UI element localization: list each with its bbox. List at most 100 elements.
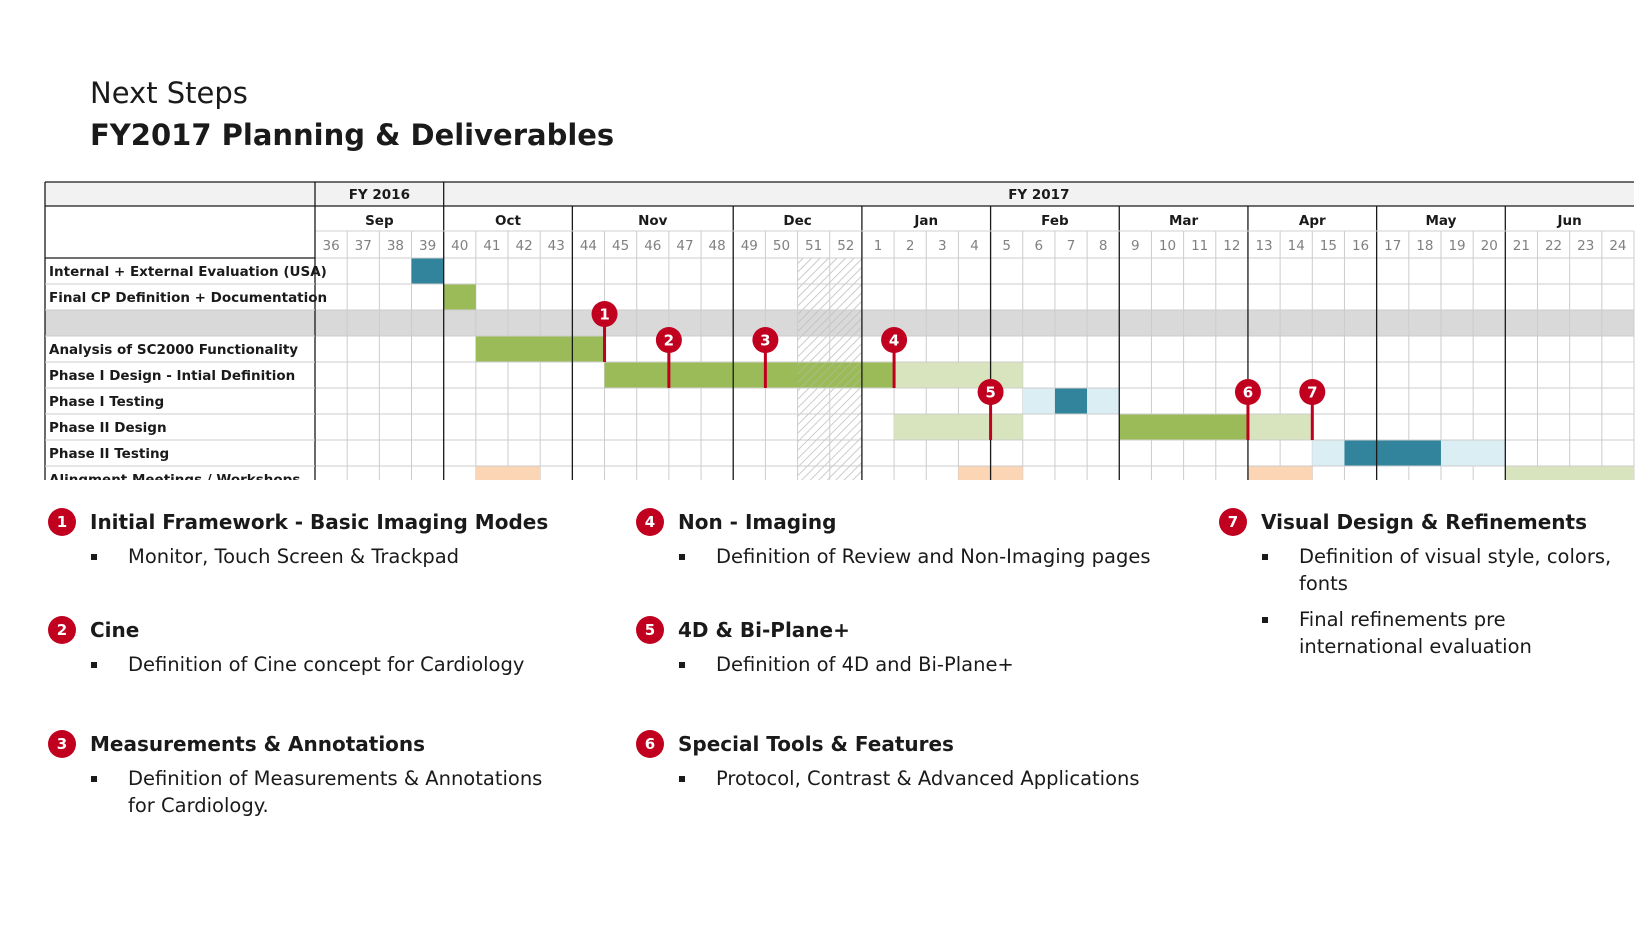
task-bar bbox=[894, 414, 1023, 440]
milestone-marker bbox=[591, 301, 618, 327]
legend-badge: 4 bbox=[636, 508, 664, 536]
legend-item-6: 6 Special Tools & Features Protocol, Contr… bbox=[636, 729, 1156, 807]
milestone-marker bbox=[1234, 379, 1261, 405]
legend-column-1: 1 Initial Framework - Basic Imaging Modes… bbox=[48, 507, 568, 828]
week-number: 43 bbox=[548, 238, 565, 254]
legend-bullets: Definition of Measurements & Annotations… bbox=[48, 765, 568, 819]
bullet-square-icon bbox=[679, 554, 685, 560]
row-label: Alingment Meetings / Workshops bbox=[49, 472, 300, 480]
legend-item-5: 5 4D & Bi-Plane+ Definition of 4D and Bi-P… bbox=[636, 615, 1156, 693]
week-number: 15 bbox=[1320, 238, 1337, 254]
legend-badge: 7 bbox=[1219, 508, 1247, 536]
legend-heading: 2 Cine bbox=[48, 615, 568, 645]
legend-bullets: Definition of visual style, colors, font… bbox=[1219, 543, 1619, 660]
month-label: Sep bbox=[365, 213, 394, 229]
legend-item-7: 7 Visual Design & Refinements Definition o… bbox=[1219, 507, 1619, 660]
row-label: Internal + External Evaluation (USA) bbox=[49, 264, 327, 280]
month-label: Nov bbox=[638, 213, 668, 229]
legend-title: Initial Framework - Basic Imaging Modes bbox=[90, 510, 549, 534]
task-bar bbox=[1247, 414, 1313, 440]
month-label: Feb bbox=[1041, 213, 1069, 229]
week-number: 37 bbox=[355, 238, 372, 254]
week-number: 1 bbox=[874, 238, 883, 254]
week-number: 39 bbox=[419, 238, 436, 254]
row-label: Phase II Design bbox=[49, 420, 167, 436]
week-number: 18 bbox=[1416, 238, 1433, 254]
week-number: 13 bbox=[1255, 238, 1272, 254]
task-bar bbox=[1344, 440, 1441, 466]
gantt-chart: FY 2016 FY 2017 Sep Oct Nov Dec Jan Feb Mar Apr Ma… bbox=[44, 181, 1635, 480]
milestone-marker bbox=[655, 327, 682, 353]
week-number: 19 bbox=[1448, 238, 1465, 254]
milestone-number: 7 bbox=[1307, 384, 1317, 402]
task-bar bbox=[1087, 388, 1120, 414]
week-number: 22 bbox=[1545, 238, 1562, 254]
legend-bullet-text: Protocol, Contrast & Advanced Applicatio… bbox=[716, 767, 1140, 790]
legend-bullet-item: Definition of Cine concept for Cardiolog… bbox=[48, 651, 568, 678]
week-number: 24 bbox=[1609, 238, 1626, 254]
legend-bullet-text: Final refinements pre international eval… bbox=[1299, 608, 1532, 658]
legend-bullet-item: Definition of visual style, colors, font… bbox=[1219, 543, 1619, 597]
bullet-square-icon bbox=[679, 776, 685, 782]
legend-bullets: Definition of 4D and Bi-Plane+ bbox=[636, 651, 1156, 678]
legend-bullet-text: Definition of Review and Non-Imaging pag… bbox=[716, 545, 1151, 568]
week-number: 12 bbox=[1223, 238, 1240, 254]
legend-badge: 3 bbox=[48, 730, 76, 758]
week-number: 11 bbox=[1191, 238, 1208, 254]
row-label: Final CP Definition + Documentation bbox=[49, 290, 327, 306]
legend-badge: 2 bbox=[48, 616, 76, 644]
week-number: 36 bbox=[322, 238, 339, 254]
fiscal-year-label: FY 2017 bbox=[1008, 187, 1069, 203]
milestone-number: 6 bbox=[1243, 384, 1253, 402]
week-number: 23 bbox=[1577, 238, 1594, 254]
legend-bullets: Protocol, Contrast & Advanced Applicatio… bbox=[636, 765, 1156, 792]
week-number: 48 bbox=[709, 238, 726, 254]
legend-bullets: Monitor, Touch Screen & Trackpad bbox=[48, 543, 568, 570]
legend-heading: 6 Special Tools & Features bbox=[636, 729, 1156, 759]
month-label: May bbox=[1426, 213, 1457, 229]
week-number: 6 bbox=[1035, 238, 1044, 254]
week-number: 40 bbox=[451, 238, 468, 254]
week-number: 20 bbox=[1481, 238, 1498, 254]
week-number: 41 bbox=[483, 238, 500, 254]
legend-bullet-item: Final refinements pre international eval… bbox=[1219, 606, 1619, 660]
month-label: Jan bbox=[913, 213, 938, 229]
legend-heading: 5 4D & Bi-Plane+ bbox=[636, 615, 1156, 645]
bullet-square-icon bbox=[1262, 554, 1268, 560]
page-title: FY2017 Planning & Deliverables bbox=[90, 118, 615, 152]
legend-badge: 6 bbox=[636, 730, 664, 758]
task-bar bbox=[894, 362, 1023, 388]
week-number: 47 bbox=[676, 238, 693, 254]
holiday-hatch-overlay bbox=[797, 362, 862, 388]
bullet-square-icon bbox=[679, 662, 685, 668]
title-next-steps: Next Steps bbox=[90, 76, 248, 110]
legend-title: Measurements & Annotations bbox=[90, 732, 426, 756]
bullet-square-icon bbox=[91, 554, 97, 560]
milestone-marker bbox=[881, 327, 908, 353]
row-label: Phase I Testing bbox=[49, 394, 164, 410]
legend-badge: 1 bbox=[48, 508, 76, 536]
legend-bullet-item: Monitor, Touch Screen & Trackpad bbox=[48, 543, 568, 570]
week-number: 46 bbox=[644, 238, 661, 254]
bullet-square-icon bbox=[91, 776, 97, 782]
month-label: Jun bbox=[1557, 213, 1582, 229]
task-bar bbox=[1054, 388, 1088, 414]
bullet-square-icon bbox=[91, 662, 97, 668]
legend-title: 4D & Bi-Plane+ bbox=[678, 618, 850, 642]
week-number: 44 bbox=[580, 238, 597, 254]
task-bar bbox=[443, 284, 476, 310]
fiscal-year-header-bg bbox=[45, 182, 1634, 206]
legend-bullets: Definition of Review and Non-Imaging pag… bbox=[636, 543, 1156, 570]
legend-column-3: 7 Visual Design & Refinements Definition o… bbox=[1219, 507, 1619, 669]
legend-bullet-text: Definition of visual style, colors, font… bbox=[1299, 545, 1612, 595]
legend-title: Cine bbox=[90, 618, 140, 642]
legend-bullet-text: Definition of Cine concept for Cardiolog… bbox=[128, 653, 525, 676]
week-number: 7 bbox=[1067, 238, 1076, 254]
legend-heading: 4 Non - Imaging bbox=[636, 507, 1156, 537]
task-bar bbox=[475, 336, 605, 362]
task-bar bbox=[1119, 414, 1248, 440]
milestone-number: 1 bbox=[599, 306, 609, 324]
legend-bullet-item: Definition of Review and Non-Imaging pag… bbox=[636, 543, 1156, 570]
task-bar bbox=[1505, 466, 1634, 480]
task-bar bbox=[475, 466, 541, 480]
